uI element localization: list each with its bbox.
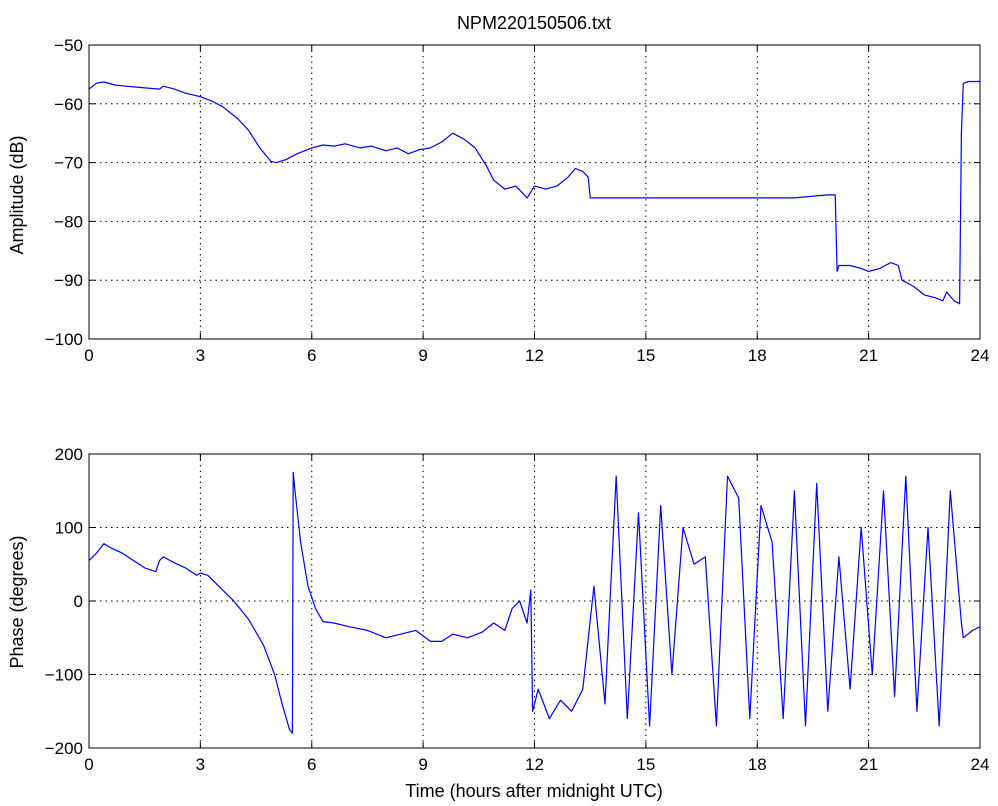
x-tick-label: 6	[307, 346, 316, 365]
x-tick-label: 15	[636, 346, 655, 365]
amplitude-y-axis-title: Amplitude (dB)	[7, 135, 27, 254]
x-tick-label: 9	[418, 346, 427, 365]
x-tick-label: 12	[525, 346, 544, 365]
x-tick-label: 24	[971, 755, 990, 774]
phase-panel: Phase (degrees) Time (hours after midnig…	[7, 445, 989, 801]
x-tick-label: 3	[196, 755, 205, 774]
phase-x-axis-title: Time (hours after midnight UTC)	[405, 781, 662, 801]
x-tick-label: 21	[859, 755, 878, 774]
x-tick-label: 12	[525, 755, 544, 774]
x-tick-label: 15	[636, 755, 655, 774]
x-tick-label: 0	[84, 346, 93, 365]
series-line	[88, 80, 980, 305]
x-tick-label: 18	[748, 346, 767, 365]
x-tick-label: 18	[748, 755, 767, 774]
x-tick-label: 0	[84, 755, 93, 774]
y-tick-label: −90	[54, 271, 83, 290]
y-tick-label: 0	[74, 592, 83, 611]
x-tick-label: 21	[859, 346, 878, 365]
series-line	[88, 471, 981, 734]
phase-y-axis-title: Phase (degrees)	[7, 535, 27, 668]
y-tick-label: −70	[54, 154, 83, 173]
y-tick-label: −60	[54, 95, 83, 114]
y-tick-label: −80	[54, 212, 83, 231]
x-tick-label: 9	[418, 755, 427, 774]
plot-area	[89, 45, 980, 339]
y-tick-label: 200	[55, 445, 83, 464]
amplitude-panel: Amplitude (dB) 0 3 6 9 12 15 18 21 24 −100 −90 −80 −…	[7, 36, 989, 365]
y-tick-label: −50	[54, 36, 83, 55]
y-tick-label: −100	[45, 666, 83, 685]
x-tick-label: 6	[307, 755, 316, 774]
x-tick-label: 24	[971, 346, 990, 365]
y-tick-label: −100	[45, 330, 83, 349]
plot-title: NPM220150506.txt	[457, 13, 611, 33]
x-tick-label: 3	[196, 346, 205, 365]
y-tick-label: −200	[45, 739, 83, 758]
y-tick-label: 100	[55, 519, 83, 538]
